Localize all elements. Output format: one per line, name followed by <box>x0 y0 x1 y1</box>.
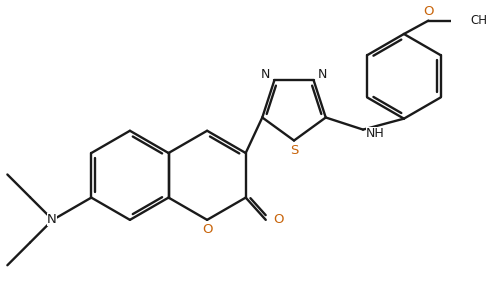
Text: N: N <box>261 68 270 81</box>
Text: NH: NH <box>366 127 384 140</box>
Text: O: O <box>423 5 434 18</box>
Text: CH₃: CH₃ <box>470 14 487 27</box>
Text: N: N <box>47 213 56 226</box>
Text: S: S <box>290 144 298 157</box>
Text: N: N <box>318 68 327 81</box>
Text: O: O <box>202 223 212 236</box>
Text: O: O <box>273 213 283 226</box>
